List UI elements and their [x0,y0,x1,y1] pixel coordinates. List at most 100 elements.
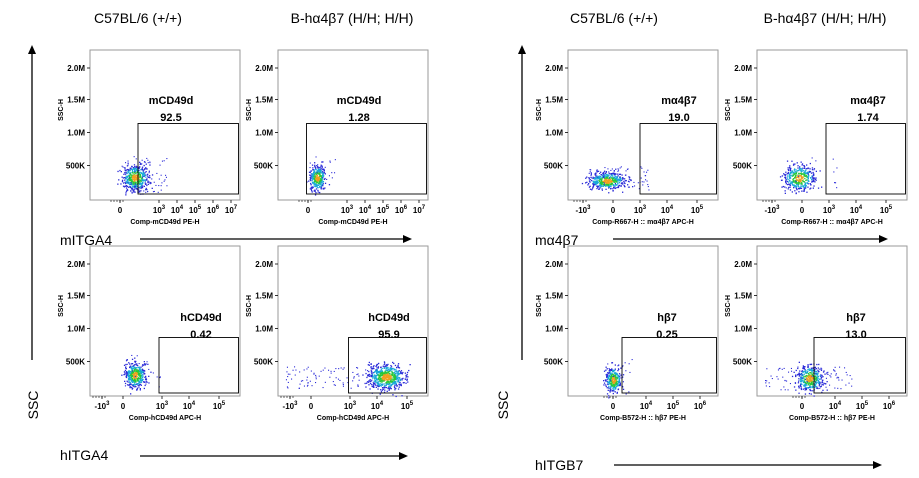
x-tick-label: 104 [371,401,384,411]
gate-percentage: 0.25 [656,329,677,341]
x-tick-label: -103 [283,401,299,411]
y-tick-label: 1.0M [734,129,752,138]
gate-rectangle [306,123,427,195]
y-axis-label: SSC-H [536,99,543,121]
x-tick-label: 103 [156,401,169,411]
plot-frame [89,245,241,397]
x-axis-label: Comp-mCD49d PE-H [318,219,387,226]
y-tick-label: 2.0M [734,260,752,269]
plot-frame [567,49,719,201]
y-tick-label: 1.5M [255,96,273,105]
y-tick-label: 500K [254,162,273,171]
y-axis-label: SSC-H [246,99,253,121]
ssc-axis-arrow-head [28,45,36,54]
ssc-label: SSC [495,391,511,420]
y-tick-label: 1.0M [255,325,273,334]
plot-frame [89,49,241,201]
y-tick-label: 1.0M [67,129,85,138]
x-axis-arrow-head [399,452,408,460]
x-tick-label: 105 [213,401,226,411]
gate-name: hCD49d [368,312,410,324]
y-tick-label: 500K [254,358,273,367]
y-tick-label: 2.0M [734,64,752,73]
y-tick-label: 2.0M [67,260,85,269]
x-tick-label: 104 [183,401,196,411]
x-tick-label: 105 [691,205,704,215]
x-tick-label: 0 [309,402,314,411]
gate-rectangle [158,337,239,394]
x-axis-arrow-head [873,461,882,469]
gate-rectangle [621,337,717,394]
flow-plot-panel: 2.0M 1.5M 1.0M 500K SSC-H -103 0 103 104 105 Comp-… [246,245,429,422]
gate-name: mCD49d [149,95,194,107]
x-tick-label: 104 [171,205,184,215]
x-tick-label: -103 [765,205,781,215]
gate-rectangle [813,337,906,394]
x-tick-label: 105 [667,401,680,411]
y-tick-label: 1.0M [255,129,273,138]
gate-name: hβ7 [657,312,677,324]
marker-label: hITGB7 [535,457,583,473]
event-dots [603,359,633,399]
y-tick-label: 2.0M [545,260,563,269]
x-axis-label: Comp-hCD49d APC-H [317,415,389,422]
event-dots [285,361,411,398]
marker-label: mITGA4 [60,232,112,248]
x-tick-label: 107 [225,205,238,215]
x-tick-label: 106 [395,205,408,215]
column-header: B-hα4β7 (H/H; H/H) [291,10,414,26]
x-axis-label: Comp-R667-H :: mα4β7 APC-H [592,219,694,226]
y-axis-label: SSC-H [58,295,65,317]
x-tick-label: 0 [611,206,616,215]
y-tick-label: 500K [733,162,752,171]
plot-frame [567,245,719,397]
ssc-axis-arrow-head [518,45,526,54]
marker-label: hITGA4 [60,447,108,463]
y-tick-label: 1.5M [734,292,752,301]
gate-name: hCD49d [180,312,222,324]
y-axis-label: SSC-H [725,295,732,317]
flow-plot-panel: 2.0M 1.5M 1.0M 500K SSC-H 0 104 105 106 Comp-B572… [536,245,719,422]
y-tick-label: 1.0M [545,325,563,334]
x-tick-label: 104 [829,401,842,411]
x-tick-label: -103 [95,401,111,411]
gate-name: mCD49d [337,95,382,107]
x-tick-label: 104 [640,401,653,411]
y-tick-label: 2.0M [255,64,273,73]
column-header: B-hα4β7 (H/H; H/H) [764,10,887,26]
x-tick-label: 105 [401,401,414,411]
gate-name: hβ7 [846,312,866,324]
flow-plot-panel: 2.0M 1.5M 1.0M 500K SSC-H -103 0 103 104 105 Comp-… [725,49,908,226]
x-tick-label: 105 [880,205,893,215]
x-axis-label: Comp-B572-H :: hβ7 PE-H [600,415,686,422]
flow-plot-panel: 2.0M 1.5M 1.0M 500K SSC-H 0 103 104 105 106 107 Com… [246,49,429,226]
y-tick-label: 1.0M [734,325,752,334]
x-tick-label: 104 [359,205,372,215]
y-tick-label: 1.5M [67,96,85,105]
y-tick-label: 1.5M [545,292,563,301]
gate-percentage: 0.42 [190,329,211,341]
y-tick-label: 2.0M [545,64,563,73]
x-tick-label: 103 [153,205,166,215]
flow-plot-panel: 2.0M 1.5M 1.0M 500K SSC-H 0 104 105 106 Comp-B572… [725,245,908,422]
x-tick-label: 106 [694,401,707,411]
y-axis-label: SSC-H [58,99,65,121]
y-tick-label: 2.0M [67,64,85,73]
x-tick-label: 103 [634,205,647,215]
gate-rectangle [348,337,427,394]
x-tick-label: 0 [121,402,126,411]
x-tick-label: 107 [413,205,426,215]
x-tick-label: 103 [344,401,357,411]
plot-frame [277,245,429,397]
gate-name: mα4β7 [661,95,697,107]
column-header: C57BL/6 (+/+) [94,10,182,26]
gate-name: mα4β7 [850,95,886,107]
y-tick-label: 1.5M [734,96,752,105]
x-axis-arrow-head [879,235,888,243]
y-tick-label: 2.0M [255,260,273,269]
x-tick-label: 0 [800,402,805,411]
gate-percentage: 19.0 [668,112,689,124]
x-tick-label: 0 [306,206,311,215]
gate-percentage: 92.5 [160,112,181,124]
